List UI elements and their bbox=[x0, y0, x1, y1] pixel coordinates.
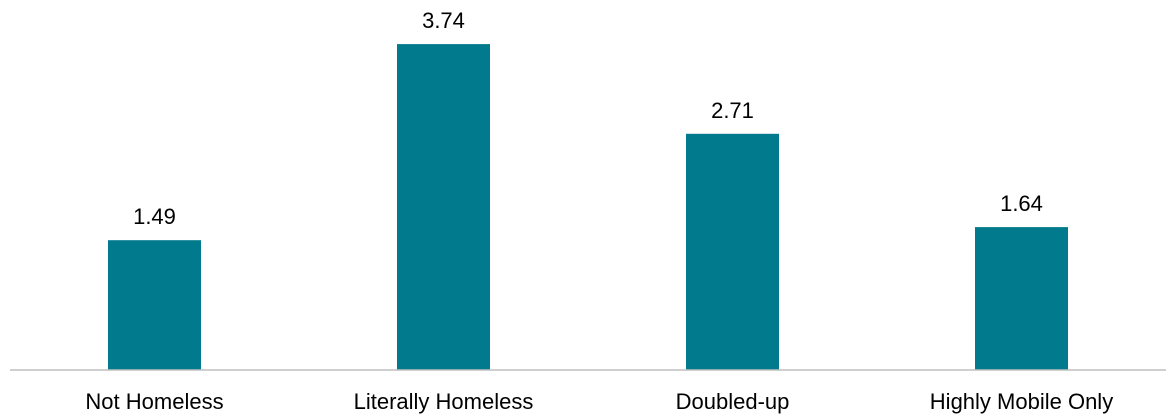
data-label: 3.74 bbox=[422, 8, 465, 33]
bar-doubled-up bbox=[686, 133, 779, 370]
x-tick-label: Doubled-up bbox=[676, 389, 790, 414]
data-label: 1.49 bbox=[133, 204, 176, 229]
bars-group bbox=[108, 44, 1068, 370]
category-labels-group: Not Homeless Literally Homeless Doubled-up… bbox=[85, 389, 1113, 414]
data-label: 1.64 bbox=[1000, 191, 1043, 216]
value-labels-group: 1.49 3.74 2.71 1.64 bbox=[133, 8, 1043, 229]
bar-not-homeless bbox=[108, 240, 201, 370]
x-tick-label: Literally Homeless bbox=[354, 389, 534, 414]
x-tick-label: Not Homeless bbox=[85, 389, 223, 414]
bar-literally-homeless bbox=[397, 44, 490, 370]
bar-highly-mobile-only bbox=[975, 227, 1068, 370]
data-label: 2.71 bbox=[711, 98, 754, 123]
x-tick-label: Highly Mobile Only bbox=[930, 389, 1113, 414]
